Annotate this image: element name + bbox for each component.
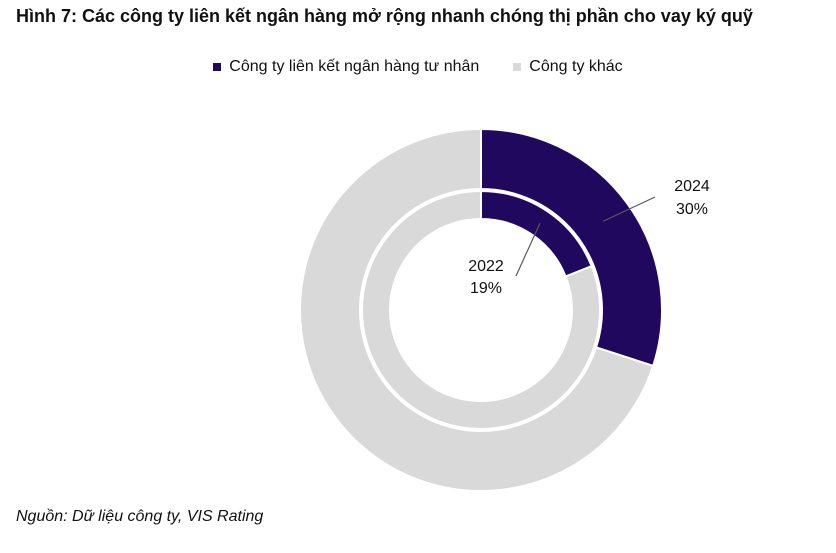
leader-line-2024 bbox=[602, 196, 656, 222]
legend-swatch-other bbox=[513, 63, 522, 71]
source-note: Nguồn: Dữ liệu công ty, VIS Rating bbox=[16, 508, 264, 525]
legend: Công ty liên kết ngân hàng tư nhân Công … bbox=[0, 58, 836, 76]
ring-label-2022-value: 19% bbox=[470, 280, 502, 297]
slice-2024-other bbox=[299, 127, 655, 492]
ring-label-2024-year: 2024 bbox=[674, 178, 710, 195]
leader-line-2022 bbox=[515, 222, 541, 277]
legend-item-bank-affiliated: Công ty liên kết ngân hàng tư nhân bbox=[213, 58, 479, 76]
legend-label-bank-affiliated: Công ty liên kết ngân hàng tư nhân bbox=[229, 58, 480, 75]
ring-label-2024-value: 30% bbox=[676, 201, 708, 218]
slice-2022-other bbox=[361, 189, 601, 430]
slice-2024-bank-affiliated bbox=[480, 127, 663, 368]
legend-label-other: Công ty khác bbox=[529, 58, 623, 75]
ring-label-2022-year: 2022 bbox=[468, 258, 504, 275]
legend-item-other: Công ty khác bbox=[513, 58, 623, 76]
legend-swatch-bank-affiliated bbox=[213, 63, 222, 71]
chart-title: Hình 7: Các công ty liên kết ngân hàng m… bbox=[16, 6, 753, 26]
donut-slices bbox=[299, 127, 663, 492]
